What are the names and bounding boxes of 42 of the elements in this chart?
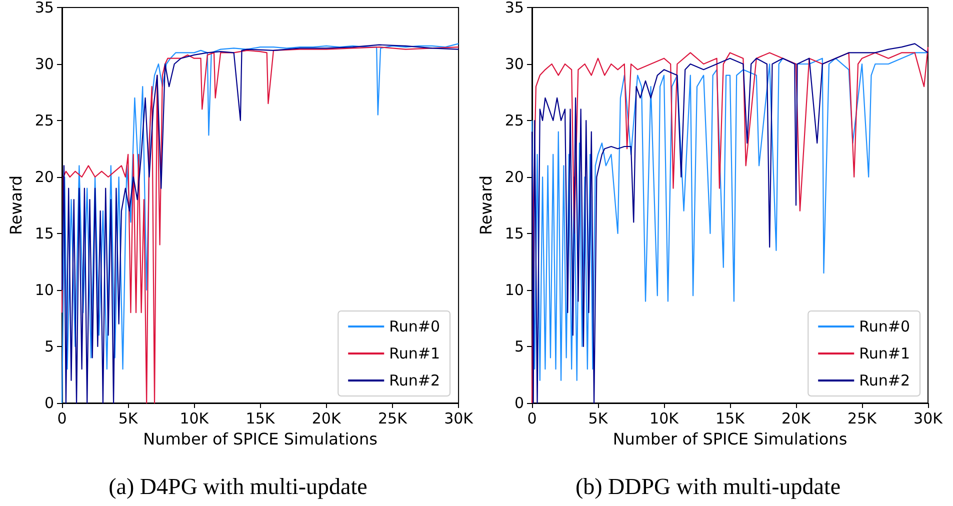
x-tick-label: 5K	[118, 410, 139, 428]
y-tick-label: 35	[34, 0, 54, 16]
legend-label: Run#1	[389, 344, 440, 362]
x-tick-label: 20K	[782, 410, 812, 428]
y-tick-label: 25	[34, 112, 54, 130]
y-tick-label: 20	[504, 168, 524, 186]
x-tick-label: 0	[57, 410, 67, 428]
x-tick-label: 5K	[588, 410, 609, 428]
legend-label: Run#2	[859, 372, 910, 390]
legend-label: Run#0	[859, 318, 910, 336]
legend-label: Run#0	[389, 318, 440, 336]
y-tick-label: 30	[504, 55, 524, 73]
x-tick-label: 20K	[312, 410, 342, 428]
x-tick-label: 15K	[716, 410, 746, 428]
text: (b) DDPG with multi-update	[575, 474, 841, 499]
x-tick-label: 10K	[180, 410, 210, 428]
x-tick-label: 25K	[378, 410, 408, 428]
y-tick-label: 15	[34, 224, 54, 242]
x-tick-label: 15K	[246, 410, 276, 428]
y-tick-label: 10	[504, 281, 524, 299]
y-tick-label: 35	[504, 0, 524, 16]
x-tick-label: 10K	[650, 410, 680, 428]
text: (a) D4PG with multi-update	[108, 474, 368, 499]
y-tick-label: 0	[514, 394, 524, 412]
y-tick-label: 20	[34, 168, 54, 186]
x-tick-label: 30K	[444, 410, 474, 428]
y-tick-label: 0	[44, 394, 54, 412]
legend-label: Run#2	[389, 372, 440, 390]
x-axis-title: Number of SPICE Simulations	[612, 429, 848, 448]
y-tick-label: 30	[34, 55, 54, 73]
y-tick-label: 5	[44, 338, 54, 356]
y-axis-title: Reward	[6, 175, 26, 236]
x-axis-title: Number of SPICE Simulations	[143, 429, 378, 448]
y-tick-label: 5	[514, 338, 524, 356]
legend-label: Run#1	[859, 344, 910, 362]
y-tick-label: 25	[504, 112, 524, 130]
y-axis-title: Reward	[476, 175, 496, 236]
x-tick-label: 30K	[914, 410, 944, 428]
x-tick-label: 0	[527, 410, 537, 428]
x-tick-label: 25K	[848, 410, 878, 428]
y-tick-label: 15	[504, 224, 524, 242]
y-tick-label: 10	[34, 281, 54, 299]
